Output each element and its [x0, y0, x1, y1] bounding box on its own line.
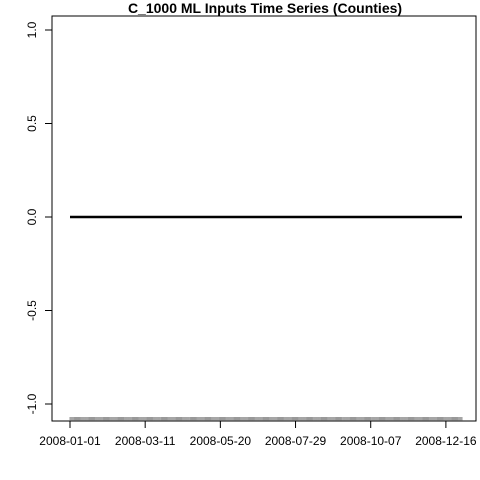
y-tick-label: 0.0 [25, 208, 39, 225]
rug-marks [69, 417, 463, 421]
y-tick-label: 0.5 [25, 115, 39, 132]
y-axis: -1.0 -0.5 0.0 0.5 1.0 [25, 21, 53, 414]
y-tick-label: -1.0 [25, 393, 39, 414]
x-tick-label: 2008-05-20 [190, 434, 252, 448]
x-tick-label: 2008-07-29 [265, 434, 327, 448]
chart-title: C_1000 ML Inputs Time Series (Counties) [128, 0, 402, 16]
x-axis: 2008-01-01 2008-03-11 2008-05-20 2008-07-29… [39, 421, 477, 448]
y-tick-label: 1.0 [25, 21, 39, 38]
plot-frame [51, 15, 477, 422]
x-tick-label: 2008-03-11 [115, 434, 176, 448]
y-tick-label: -0.5 [25, 300, 39, 321]
x-tick-label: 2008-10-07 [340, 434, 402, 448]
x-tick-label: 2008-01-01 [39, 434, 101, 448]
x-tick-label: 2008-12-16 [415, 434, 477, 448]
